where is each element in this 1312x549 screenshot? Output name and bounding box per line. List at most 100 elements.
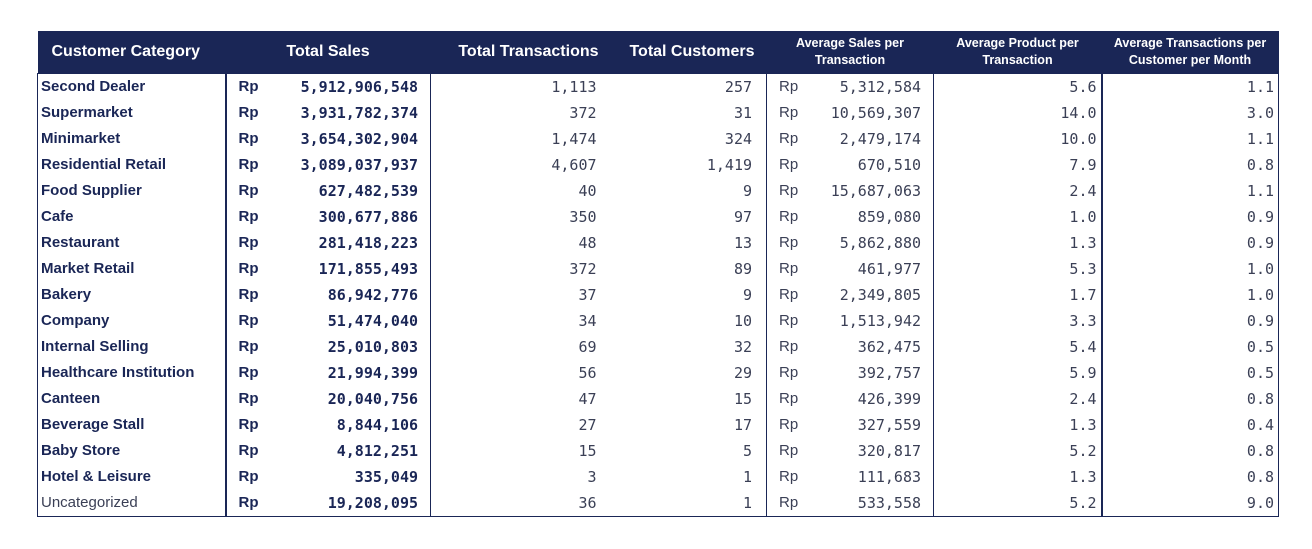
- cell-average-product: 1.3: [933, 411, 1103, 438]
- table-body: Second Dealer Rp 5,912,906,548 1,113 257 Rp 5,…: [37, 72, 1280, 517]
- cell-average-transactions: 1.1: [1101, 72, 1280, 100]
- cell-average-transactions: 0.4: [1101, 411, 1280, 438]
- table-row: Beverage Stall Rp 8,844,106 27 17 Rp 327,559 1.…: [37, 411, 1280, 438]
- table-row: Hotel & Leisure Rp 335,049 3 1 Rp 111,683 1.3 0.…: [37, 463, 1280, 490]
- table-row: Cafe Rp 300,677,886 350 97 Rp 859,080 1.0 0.9: [37, 203, 1280, 230]
- cell-customer-category: Hotel & Leisure: [37, 463, 227, 490]
- cell-total-customers: 17: [610, 411, 768, 438]
- cell-average-transactions: 0.8: [1101, 151, 1280, 178]
- cell-total-sales: 3,654,302,904: [270, 125, 432, 152]
- header-average-sales-per-transaction: Average Sales per Transaction: [766, 31, 934, 73]
- cell-total-transactions: 56: [578, 363, 597, 382]
- cell-total-sales: 171,855,493: [270, 255, 432, 282]
- cell-average-sales: 392,757: [810, 359, 935, 386]
- cell-total-sales: 19,208,095: [270, 489, 432, 517]
- table-row: Baby Store Rp 4,812,251 15 5 Rp 320,817 5.2 0.8: [37, 437, 1280, 464]
- cell-average-sales: 533,558: [810, 489, 935, 517]
- cell-average-sales: 461,977: [810, 255, 935, 282]
- cell-total-sales: 281,418,223: [270, 229, 432, 256]
- table-row: Restaurant Rp 281,418,223 48 13 Rp 5,862,880 1.…: [37, 229, 1280, 256]
- table-row: Bakery Rp 86,942,776 37 9 Rp 2,349,805 1.7 1.0: [37, 281, 1280, 308]
- cell-customer-category: Uncategorized: [37, 489, 227, 517]
- cell-total-customers: 89: [610, 255, 768, 282]
- cell-total-sales: 335,049: [270, 463, 432, 490]
- header-average-transactions-per-customer: Average Transactions per Customer per Mo…: [1101, 31, 1279, 73]
- header-average-product-line2: Transaction: [982, 52, 1053, 67]
- table-header-row: Customer Category Total Sales Total Tran…: [37, 31, 1279, 73]
- cell-average-product: 7.9: [933, 151, 1103, 178]
- cell-total-sales: 3,089,037,937: [270, 151, 432, 178]
- cell-total-transactions: 1,113: [430, 72, 611, 100]
- cell-average-sales-currency: Rp: [779, 390, 799, 407]
- cell-total-sales: 86,942,776: [270, 281, 432, 308]
- cell-total-transactions: 47: [578, 389, 597, 408]
- cell-average-sales-currency: Rp: [766, 489, 811, 517]
- cell-average-transactions: 0.8: [1101, 463, 1280, 490]
- cell-total-sales: 627,482,539: [270, 177, 432, 204]
- cell-average-product: 2.4: [933, 385, 1103, 412]
- table-row: Uncategorized Rp 19,208,095 36 1 Rp 533,558 5.2…: [37, 489, 1280, 517]
- cell-average-sales-currency: Rp: [779, 104, 799, 121]
- cell-average-sales: 2,349,805: [810, 281, 935, 308]
- cell-total-sales: 3,931,782,374: [270, 99, 432, 126]
- cell-average-product: 5.3: [933, 255, 1103, 282]
- cell-total-customers: 15: [610, 385, 768, 412]
- cell-average-product: 5.2: [933, 437, 1103, 464]
- cell-customer-category: Minimarket: [37, 125, 227, 152]
- cell-total-sales: 21,994,399: [270, 359, 432, 386]
- cell-average-transactions: 0.8: [1101, 385, 1280, 412]
- header-total-transactions: Total Transactions: [430, 31, 611, 73]
- cell-average-sales-currency: Rp: [779, 156, 799, 173]
- cell-average-sales: 859,080: [810, 203, 935, 230]
- cell-average-sales-currency: Rp: [779, 416, 799, 433]
- table-row: Market Retail Rp 171,855,493 372 89 Rp 461,977…: [37, 255, 1280, 282]
- cell-total-sales: 8,844,106: [270, 411, 432, 438]
- cell-average-product: 1.3: [933, 229, 1103, 256]
- cell-average-product: 10.0: [933, 125, 1103, 152]
- cell-average-transactions: 0.9: [1101, 229, 1280, 256]
- cell-average-sales: 327,559: [810, 411, 935, 438]
- cell-average-sales: 111,683: [810, 463, 935, 490]
- cell-average-transactions: 0.9: [1101, 203, 1280, 230]
- cell-total-sales-currency: Rp: [238, 338, 259, 355]
- cell-total-customers: 1: [610, 463, 768, 490]
- table-row: Supermarket Rp 3,931,782,374 372 31 Rp 10,569,…: [37, 99, 1280, 126]
- cell-customer-category: Market Retail: [37, 255, 227, 282]
- cell-total-sales: 51,474,040: [270, 307, 432, 334]
- cell-customer-category: Beverage Stall: [37, 411, 227, 438]
- cell-customer-category: Internal Selling: [37, 333, 227, 360]
- cell-total-customers: 1,419: [610, 151, 768, 178]
- cell-average-sales-currency: Rp: [779, 182, 799, 199]
- table-row: Second Dealer Rp 5,912,906,548 1,113 257 Rp 5,…: [37, 72, 1280, 100]
- cell-total-customers: 29: [610, 359, 768, 386]
- cell-total-transactions: 1,474: [551, 129, 597, 148]
- table-row: Residential Retail Rp 3,089,037,937 4,607 1,…: [37, 151, 1280, 178]
- cell-total-transactions: 40: [578, 181, 597, 200]
- cell-total-transactions: 69: [578, 337, 597, 356]
- table-row: Healthcare Institution Rp 21,994,399 56 29 Rp…: [37, 359, 1280, 386]
- cell-total-transactions: 37: [578, 285, 597, 304]
- cell-customer-category: Food Supplier: [37, 177, 227, 204]
- table-row: Canteen Rp 20,040,756 47 15 Rp 426,399 2.4 0.8: [37, 385, 1280, 412]
- cell-average-sales: 15,687,063: [810, 177, 935, 204]
- cell-total-customers: 10: [610, 307, 768, 334]
- cell-total-sales: 300,677,886: [270, 203, 432, 230]
- cell-total-sales-currency: Rp: [238, 260, 259, 277]
- cell-total-sales-currency: Rp: [225, 489, 271, 517]
- header-average-product-per-transaction: Average Product per Transaction: [933, 31, 1102, 73]
- cell-average-transactions: 1.1: [1101, 125, 1280, 152]
- cell-customer-category: Baby Store: [37, 437, 227, 464]
- cell-total-customers: 9: [610, 281, 768, 308]
- cell-average-transactions: 3.0: [1101, 99, 1280, 126]
- cell-total-sales-currency: Rp: [238, 156, 259, 173]
- cell-customer-category: Supermarket: [37, 99, 227, 126]
- cell-total-customers: 32: [610, 333, 768, 360]
- cell-average-product: 5.4: [933, 333, 1103, 360]
- table-row: Company Rp 51,474,040 34 10 Rp 1,513,942 3.3 0.9: [37, 307, 1280, 334]
- header-customer-category: Customer Category: [37, 31, 226, 73]
- table-row: Minimarket Rp 3,654,302,904 1,474 324 Rp 2,479…: [37, 125, 1280, 152]
- cell-average-product: 5.9: [933, 359, 1103, 386]
- cell-customer-category: Company: [37, 307, 227, 334]
- sales-summary-table: Customer Category Total Sales Total Tran…: [37, 31, 1280, 517]
- cell-total-customers: 31: [610, 99, 768, 126]
